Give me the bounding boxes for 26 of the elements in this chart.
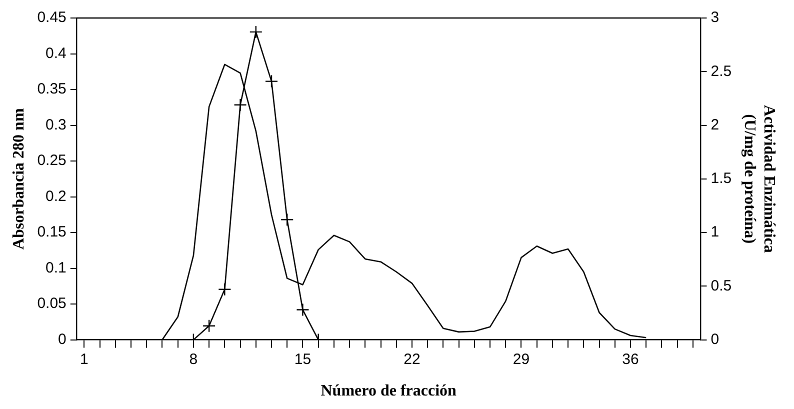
- y-tick-label: 0.4: [46, 44, 66, 62]
- y2-tick-label: 2: [710, 116, 720, 134]
- x-tick-label: 8: [189, 350, 198, 368]
- y-tick-label: 0: [58, 330, 66, 348]
- y-tick-label: 0.25: [37, 152, 66, 170]
- y2-tick-label: 3: [710, 9, 720, 26]
- y-tick-label: 0.35: [37, 80, 66, 98]
- x-tick-label: 1: [80, 350, 88, 368]
- y2-axis-title: Actividad Enzimática (U/mg de proteína): [741, 104, 778, 253]
- y2-tick-label: 0.5: [710, 277, 732, 294]
- y-tick-label: 0.15: [37, 224, 66, 241]
- y-tick-label: 0.3: [46, 116, 66, 134]
- y-tick-label: 0.2: [46, 188, 66, 205]
- x-tick-label: 36: [622, 350, 639, 368]
- y-tick-label: 0.1: [46, 259, 66, 276]
- x-tick-label: 15: [294, 350, 312, 368]
- y-axis-title: Absorbancia 280 nm: [10, 108, 28, 250]
- y2-tick-label: 0: [710, 330, 720, 348]
- y-tick-label: 0.45: [37, 9, 66, 26]
- x-tick-label: 22: [404, 350, 420, 368]
- x-axis-title: Número de fracción: [320, 382, 457, 400]
- y2-tick-label: 1.5: [710, 170, 732, 188]
- y2-tick-label: 2.5: [710, 62, 732, 80]
- x-tick-label: 29: [512, 350, 530, 368]
- y-tick-label: 0.05: [37, 295, 66, 312]
- y2-tick-label: 1: [710, 224, 720, 241]
